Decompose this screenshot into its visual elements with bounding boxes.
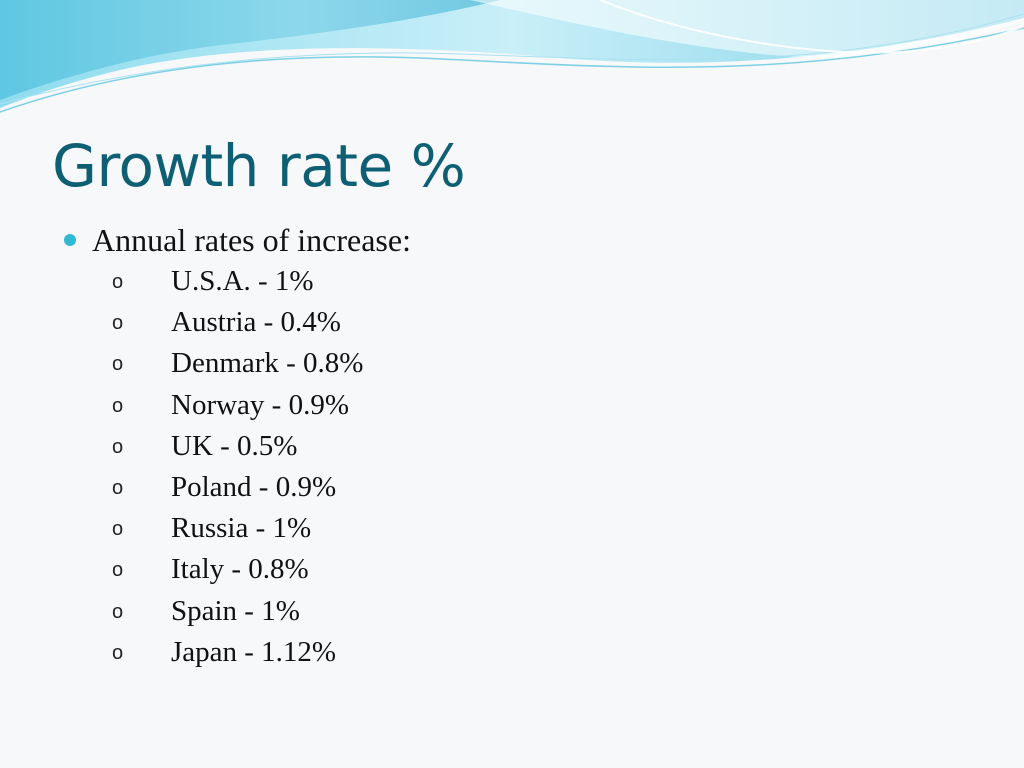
bullet-dot-icon [64, 234, 76, 246]
list-item: o U.S.A. - 1% [60, 266, 960, 307]
circle-bullet-icon: o [112, 476, 124, 499]
country-rate: Poland - 0.9% [171, 470, 337, 503]
circle-bullet-icon: o [112, 518, 124, 541]
circle-bullet-icon: o [112, 600, 124, 623]
list-item: o Spain - 1% [60, 596, 960, 637]
country-rate: Austria - 0.4% [171, 306, 341, 339]
country-rate: Russia - 1% [171, 512, 312, 545]
circle-bullet-icon: o [112, 353, 124, 376]
list-item: o Austria - 0.4% [60, 307, 960, 348]
country-rate: U.S.A. - 1% [171, 265, 314, 297]
circle-bullet-icon: o [112, 394, 124, 417]
slide-content: Annual rates of increase: o U.S.A. - 1% o… [60, 222, 960, 678]
circle-bullet-icon: o [112, 559, 124, 582]
country-rate: Denmark - 0.8% [171, 347, 364, 380]
country-rate-list: o U.S.A. - 1% o Austria - 0.4% o Denmark - … [60, 266, 960, 678]
slide-title: Growth rate % [52, 132, 466, 200]
circle-bullet-icon: o [112, 641, 124, 664]
country-rate: Norway - 0.9% [171, 388, 349, 421]
intro-bullet: Annual rates of increase: [60, 222, 960, 258]
circle-bullet-icon: o [112, 271, 124, 293]
circle-bullet-icon: o [112, 435, 124, 458]
country-rate: Japan - 1.12% [171, 635, 337, 668]
country-rate: Italy - 0.8% [171, 553, 309, 586]
list-item: o Denmark - 0.8% [60, 348, 960, 389]
intro-text: Annual rates of increase: [92, 222, 411, 258]
circle-bullet-icon: o [112, 312, 124, 335]
list-item: o Russia - 1% [60, 513, 960, 554]
header-wave-decoration [0, 0, 1024, 113]
list-item: o Norway - 0.9% [60, 390, 960, 431]
country-rate: UK - 0.5% [171, 429, 298, 462]
list-item: o UK - 0.5% [60, 431, 960, 472]
list-item: o Italy - 0.8% [60, 554, 960, 595]
list-item: o Japan - 1.12% [60, 637, 960, 678]
list-item: o Poland - 0.9% [60, 472, 960, 513]
country-rate: Spain - 1% [171, 594, 300, 627]
